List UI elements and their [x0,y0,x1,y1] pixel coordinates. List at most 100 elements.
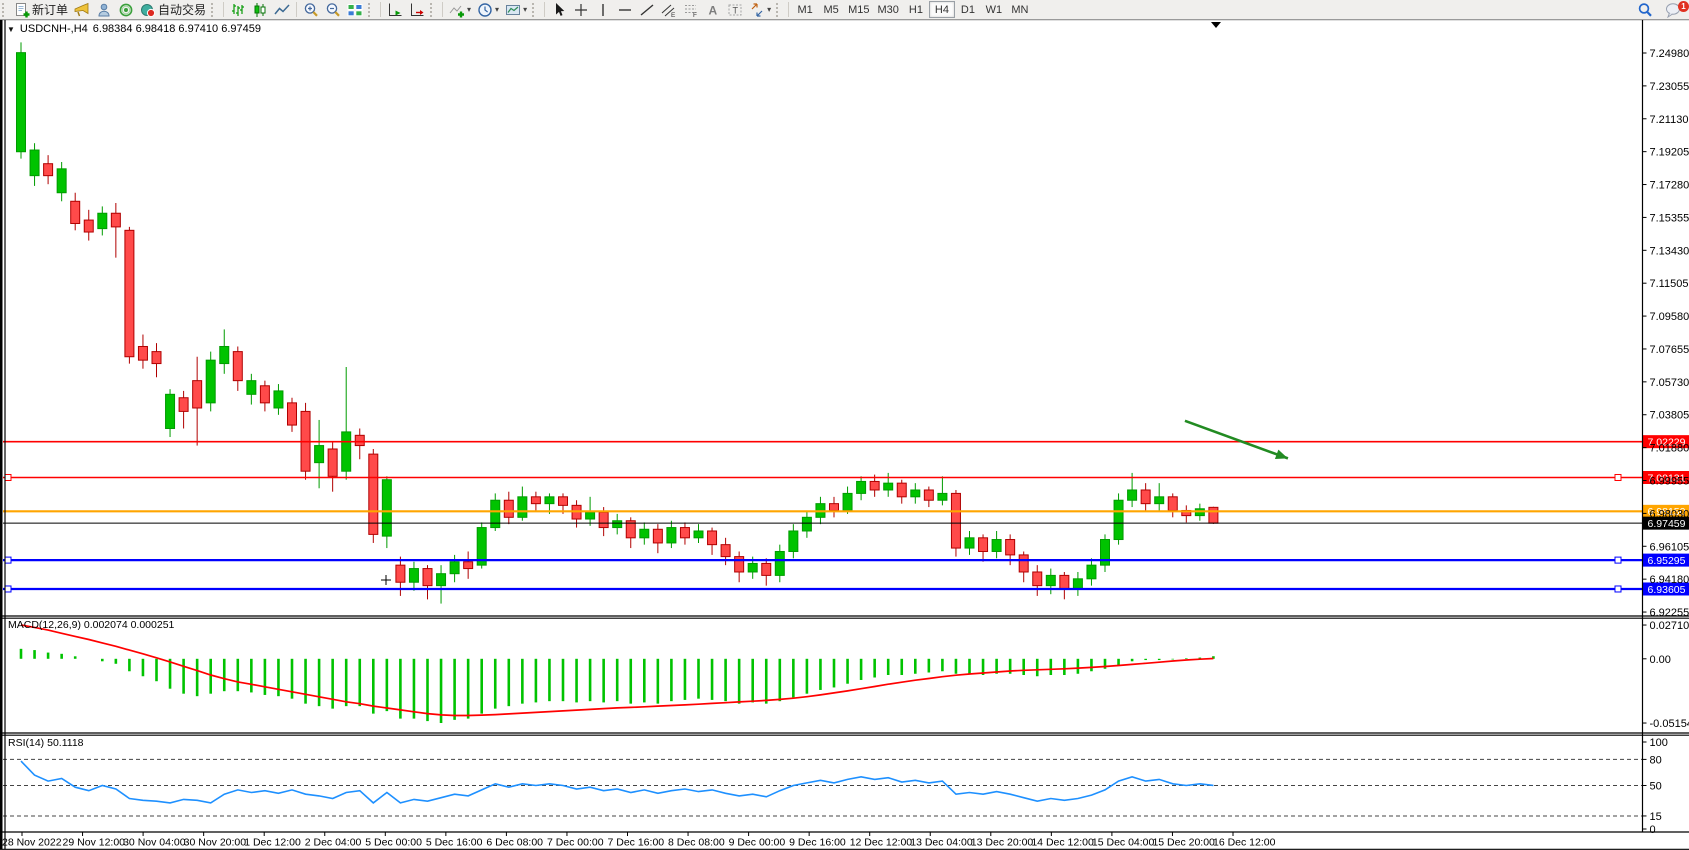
x-axis-label: 14 Dec 12:00 [1031,837,1094,849]
candlestick-mode-button[interactable] [249,1,271,18]
channel-icon: E [661,2,677,18]
line-chart-icon [274,2,290,18]
candle-body [232,351,243,382]
auto-scroll-button[interactable] [384,1,406,18]
megaphone-icon [74,2,90,18]
candle-body [544,496,555,505]
indicators-button[interactable]: ▾ [446,1,474,18]
line-handle[interactable] [4,473,12,481]
toolbar-grip[interactable] [368,2,374,17]
tile-windows-button[interactable] [344,1,366,18]
candle-body [259,385,270,404]
toolbar-grip[interactable] [776,2,782,17]
new-order-icon [14,2,30,18]
zoom-in-button[interactable] [300,1,322,18]
line-handle[interactable] [4,556,12,564]
arrows-tool-button[interactable]: ▾ [746,1,774,18]
rsi-axis-tick-label: 15 [1650,811,1662,823]
macd-indicator-label: MACD(12,26,9) 0.002074 0.000251 [8,619,174,631]
line-handle[interactable] [4,585,12,593]
y-axis-tick-label: 7.11505 [1650,278,1689,290]
timeframe-button-m15[interactable]: M15 [848,3,870,16]
chart-shift-button[interactable] [406,1,428,18]
timeframe-button-m30[interactable]: M30 [877,3,899,16]
candle-body [842,492,853,511]
line-handle[interactable] [1614,473,1622,481]
candle-body [1072,578,1083,590]
chat-button[interactable]: 1 [1662,1,1689,18]
candle-body [192,380,203,409]
cursor-tool-button[interactable] [548,1,570,18]
candle-body [652,528,663,544]
alerts-button[interactable] [71,1,93,18]
chart-shift-icon [409,2,425,18]
y-axis-tick-label: 6.96105 [1650,541,1689,553]
search-button[interactable] [1634,1,1656,18]
candle-body [1113,499,1124,541]
text-label-tool-button[interactable]: T [724,1,746,18]
profile-person-icon [96,2,112,18]
y-axis-tick-label: 7.19205 [1650,147,1689,159]
timeframe-button-w1[interactable]: W1 [985,3,1003,16]
autotrading-button[interactable]: 自动交易 [137,1,209,18]
toolbar-grip[interactable] [2,2,8,17]
timeframe-button-d1[interactable]: D1 [960,3,975,16]
line-chart-mode-button[interactable] [271,1,293,18]
templates-button[interactable]: ▾ [502,1,530,18]
candlestick-icon [252,2,268,18]
latest-bar-marker [1211,22,1221,28]
timeframe-button-m5[interactable]: M5 [823,3,839,16]
candle-body [558,496,568,506]
candle-body [978,537,989,552]
candle-body [408,568,419,583]
signals-button[interactable] [115,1,137,18]
text-tool-button[interactable]: A [702,1,724,18]
price-badge-value: 6.93605 [1648,584,1686,596]
timeframe-button-h4[interactable]: H4 [928,1,955,18]
zoom-out-button[interactable] [322,1,344,18]
vertical-line-tool-button[interactable] [592,1,614,18]
trend-arrow-annotation[interactable] [1184,419,1289,460]
zoom-out-icon [325,2,341,18]
toolbar-grip[interactable] [211,2,217,17]
line-handle[interactable] [1614,556,1622,564]
candle-body [314,445,325,464]
equidistant-channel-tool-button[interactable]: E [658,1,680,18]
signal-icon [118,2,134,18]
candle-body [693,530,704,539]
periods-button[interactable]: ▾ [474,1,502,18]
fibonacci-tool-button[interactable]: F [680,1,702,18]
trendline-tool-button[interactable] [636,1,658,18]
zoom-in-icon [303,2,319,18]
candle-body [679,527,690,539]
toolbar-grip[interactable] [430,2,436,17]
toolbar-grip[interactable] [532,2,538,17]
candle-body [56,168,67,194]
crosshair-tool-button[interactable] [570,1,592,18]
y-axis-tick-label: 7.03805 [1650,410,1689,422]
timeframe-button-mn[interactable]: MN [1011,3,1029,16]
candle-body [707,530,718,546]
macd-axis-tick-label: 0.00 [1650,654,1671,666]
candle-body [70,200,81,224]
candle-body [124,229,135,358]
candle-body [666,527,677,544]
community-button[interactable] [93,1,115,18]
x-axis-label: 29 Nov 12:00 [63,837,126,849]
timeframe-button-m1[interactable]: M1 [797,3,813,16]
candle-body [273,390,284,409]
clock-icon [477,2,493,18]
candle-body [422,568,433,587]
line-handle[interactable] [1614,585,1622,593]
timeframe-button-h1[interactable]: H1 [908,3,923,16]
candle-body [1140,489,1151,505]
ohlc-collapse-icon[interactable]: ▼ [7,24,15,34]
candle-body [490,499,501,529]
trend-arrow-head[interactable] [1274,449,1288,459]
bar-chart-mode-button[interactable] [227,1,249,18]
y-axis-tick-label: 6.92255 [1650,607,1689,619]
horizontal-line-tool-button[interactable] [614,1,636,18]
new-order-button[interactable]: 新订单 [11,1,71,18]
candle-body [1045,574,1056,587]
